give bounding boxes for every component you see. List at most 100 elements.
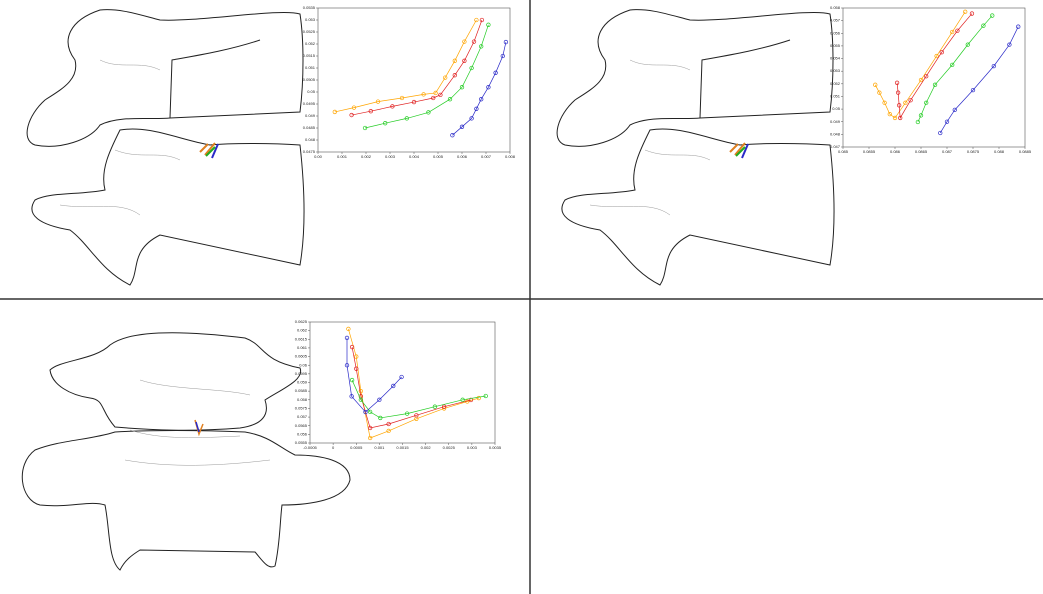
- data-point: [500, 53, 505, 59]
- data-point: [375, 99, 381, 104]
- data-point: [344, 335, 350, 341]
- y-tick-label: 0.053: [305, 17, 316, 22]
- x-tick-label: 0.004: [409, 154, 420, 159]
- y-tick-label: 0.062: [297, 328, 308, 333]
- data-point: [963, 9, 968, 14]
- x-tick-label: 0.0025: [443, 445, 456, 450]
- data-point: [391, 383, 396, 389]
- data-point: [349, 112, 354, 118]
- data-point: [932, 82, 938, 87]
- data-point: [476, 395, 481, 401]
- data-point: [443, 75, 448, 80]
- series-line: [896, 13, 973, 120]
- series-line: [351, 346, 472, 429]
- vertebra-lateral: [556, 8, 836, 287]
- data-point: [367, 435, 373, 441]
- data-point: [908, 98, 913, 103]
- y-tick-label: 0.0585: [295, 388, 308, 393]
- series-line: [346, 337, 402, 413]
- data-point: [383, 121, 388, 126]
- data-point: [460, 397, 465, 402]
- data-point: [955, 28, 960, 33]
- data-point: [918, 113, 924, 118]
- data-point: [882, 100, 887, 105]
- data-point: [452, 58, 457, 63]
- data-point: [386, 421, 391, 427]
- data-point: [426, 110, 431, 115]
- data-point: [479, 97, 484, 102]
- data-point: [462, 58, 467, 63]
- y-tick-label: 0.054: [830, 56, 841, 61]
- data-point: [362, 125, 368, 131]
- y-tick-label: 0.052: [305, 41, 316, 46]
- x-tick-label: 0.088: [994, 149, 1005, 154]
- x-tick-label: 0.001: [337, 154, 348, 159]
- data-point: [332, 109, 337, 115]
- data-point: [399, 374, 404, 380]
- data-point: [887, 111, 892, 117]
- data-point: [367, 425, 373, 431]
- data-point: [877, 90, 882, 95]
- data-point: [897, 103, 902, 108]
- y-tick-label: 0.049: [830, 119, 841, 124]
- data-point: [462, 39, 467, 44]
- x-tick-label: 0: [332, 445, 335, 450]
- y-tick-label: 0.0625: [295, 319, 308, 324]
- x-tick-label: 0.008: [505, 154, 516, 159]
- series-line: [917, 15, 993, 123]
- data-point: [924, 100, 929, 105]
- x-tick-label: 0.006: [457, 154, 468, 159]
- data-point: [486, 85, 491, 90]
- data-point: [390, 104, 395, 109]
- y-tick-label: 0.0475: [303, 149, 316, 154]
- y-tick-label: 0.0485: [303, 125, 316, 130]
- data-point: [378, 415, 383, 421]
- data-point: [493, 70, 498, 75]
- x-tick-label: -0.0005: [303, 445, 317, 450]
- data-point: [358, 388, 364, 394]
- data-point: [939, 50, 944, 55]
- series-line: [939, 26, 1019, 134]
- y-tick-label: 0.0565: [295, 423, 308, 428]
- data-point: [459, 85, 465, 90]
- y-tick-label: 0.047: [830, 144, 841, 149]
- y-tick-label: 0.0615: [295, 336, 308, 341]
- x-tick-label: 0.001: [374, 445, 385, 450]
- data-point: [471, 39, 477, 44]
- x-tick-label: 0.086: [890, 149, 901, 154]
- y-tick-label: 0.0595: [295, 371, 308, 376]
- series-line: [351, 19, 483, 116]
- data-point: [354, 366, 359, 371]
- x-tick-label: 0.0015: [396, 445, 409, 450]
- y-tick-label: 0.049: [305, 113, 316, 118]
- y-tick-label: 0.051: [305, 65, 316, 70]
- y-tick-label: 0.0555: [295, 440, 308, 445]
- x-tick-label: 0.0885: [1019, 149, 1032, 154]
- data-point: [414, 413, 419, 418]
- data-point: [938, 130, 943, 136]
- y-tick-label: 0.058: [297, 397, 308, 402]
- data-point: [991, 63, 996, 69]
- y-tick-label: 0.059: [297, 380, 308, 385]
- data-point: [441, 404, 447, 409]
- x-tick-label: 0.007: [481, 154, 492, 159]
- y-tick-label: 0.051: [830, 94, 841, 99]
- y-tick-label: 0.048: [305, 137, 316, 142]
- data-point: [903, 100, 908, 105]
- data-point: [944, 119, 950, 124]
- data-point: [354, 354, 359, 359]
- y-tick-label: 0.057: [830, 18, 841, 23]
- y-tick-label: 0.0515: [303, 53, 316, 58]
- y-tick-label: 0.05: [307, 89, 316, 94]
- series-line: [874, 11, 966, 119]
- y-tick-label: 0.0605: [295, 354, 308, 359]
- data-point: [915, 119, 921, 125]
- y-tick-label: 0.0525: [303, 29, 316, 34]
- plot-frame: [317, 7, 511, 153]
- data-point: [898, 115, 903, 121]
- data-point: [411, 99, 417, 105]
- vertebra-posterior: [21, 332, 351, 571]
- data-point: [349, 394, 354, 399]
- x-tick-label: 0.0865: [915, 149, 928, 154]
- x-tick-label: 0.00: [314, 154, 323, 159]
